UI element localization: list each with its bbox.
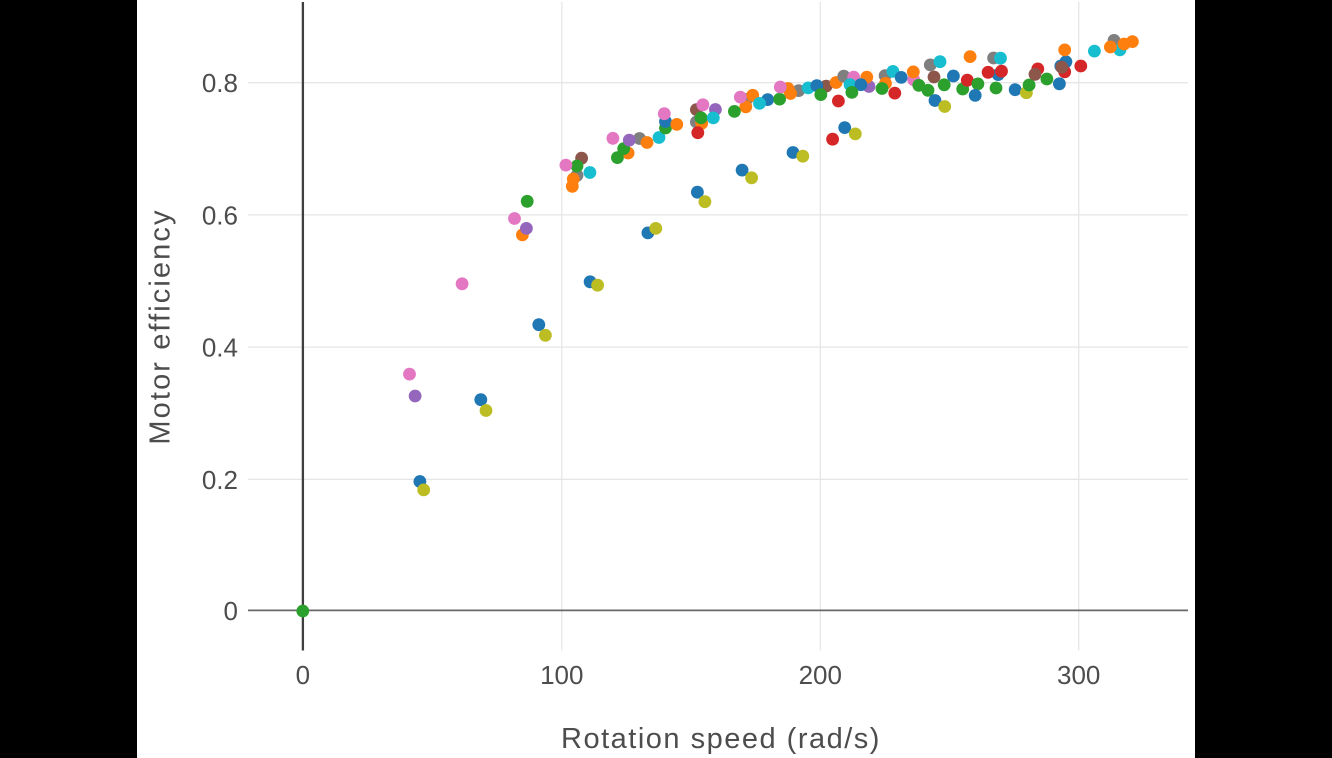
svg-text:300: 300 [1057,660,1100,690]
svg-text:Motor efficiency: Motor efficiency [145,208,177,444]
svg-text:0.2: 0.2 [202,465,238,495]
svg-text:0.6: 0.6 [202,200,238,230]
svg-text:0: 0 [224,596,238,626]
svg-text:0.4: 0.4 [202,333,238,363]
svg-text:200: 200 [799,660,842,690]
svg-text:0: 0 [296,660,310,690]
svg-text:100: 100 [540,660,583,690]
svg-text:0.8: 0.8 [202,68,238,98]
svg-text:Rotation speed (rad/s): Rotation speed (rad/s) [561,723,881,755]
